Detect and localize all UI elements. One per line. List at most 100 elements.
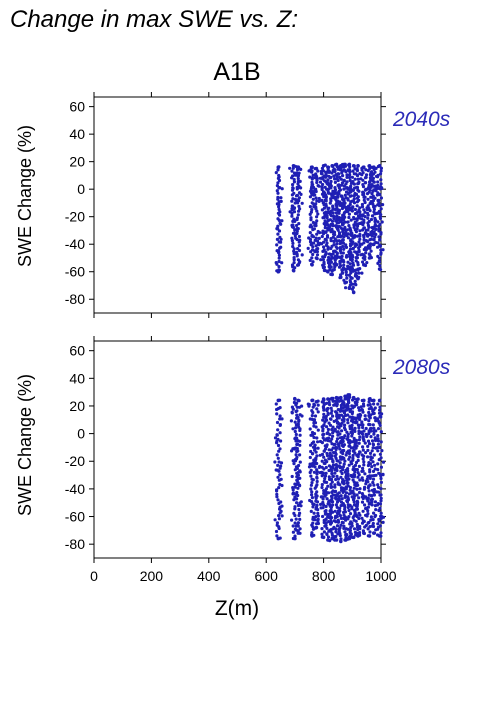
scatter-point <box>294 194 299 198</box>
scatter-point <box>379 430 383 434</box>
page-title: Change in max SWE vs. Z: <box>10 6 299 33</box>
scatter-point <box>313 446 317 451</box>
scatter-point <box>362 241 366 245</box>
scatter-point <box>372 487 376 492</box>
scatter-point <box>353 177 357 181</box>
scatter-point <box>334 489 338 493</box>
scatter-point <box>275 439 279 443</box>
scatter-point <box>290 239 294 243</box>
scatter-point <box>343 201 347 205</box>
scatter-point <box>352 492 356 496</box>
scatter-point <box>325 241 329 245</box>
scatter-point <box>329 468 333 472</box>
scatter-point <box>313 176 317 180</box>
scatter-point <box>311 260 315 264</box>
scatter-point <box>372 242 376 246</box>
scatter-point <box>290 207 294 211</box>
scatter-point <box>326 412 330 416</box>
scatter-point <box>335 205 339 209</box>
scatter-point <box>360 476 364 480</box>
scatter-point <box>324 414 328 419</box>
scatter-point <box>323 477 327 481</box>
scatter-point <box>316 410 320 414</box>
scatter-point <box>363 210 367 214</box>
scatter-point <box>351 282 355 286</box>
y-tick-label: -60 <box>65 509 85 525</box>
scatter-point <box>337 496 341 500</box>
scatter-point <box>373 416 377 420</box>
scatter-point <box>350 495 354 499</box>
scatter-point <box>296 439 300 443</box>
scatter-point <box>363 485 367 489</box>
scatter-points <box>274 162 385 295</box>
scatter-point <box>370 226 374 230</box>
scatter-point <box>290 199 294 203</box>
x-tick-label: 400 <box>197 568 221 584</box>
scatter-point <box>339 457 344 461</box>
scatter-point <box>293 201 297 205</box>
scatter-point <box>346 498 350 502</box>
scatter-point <box>370 439 375 443</box>
scatter-point <box>348 528 352 533</box>
scatter-point <box>296 263 301 267</box>
scatter-point <box>341 490 345 494</box>
scatter-point <box>293 266 297 270</box>
scatter-point <box>374 184 378 188</box>
scatter-point <box>376 241 380 245</box>
scatter-point <box>350 434 354 438</box>
scatter-point <box>276 224 280 228</box>
scatter-point <box>340 421 344 425</box>
scatter-point <box>361 178 365 182</box>
scatter-point <box>374 508 378 512</box>
scatter-point <box>364 175 368 179</box>
scatter-point <box>347 393 352 397</box>
scatter-point <box>298 238 302 242</box>
scatter-point <box>355 522 359 527</box>
scatter-point <box>329 465 333 469</box>
scatter-point <box>341 174 345 178</box>
scatter-point <box>322 248 326 252</box>
scatter-point <box>366 505 370 509</box>
scatter-point <box>335 207 339 211</box>
scatter-point <box>335 474 339 478</box>
scatter-point <box>298 527 302 531</box>
scatter-point <box>367 534 372 538</box>
scatter-point <box>342 524 346 528</box>
y-tick-label: 60 <box>69 99 85 115</box>
scatter-point <box>291 244 295 249</box>
scatter-point <box>338 506 342 510</box>
scatter-point <box>332 268 336 272</box>
scatter-point <box>359 423 364 427</box>
scatter-point <box>325 234 330 238</box>
y-tick-label: -60 <box>65 264 85 280</box>
scatter-point <box>358 478 362 482</box>
scatter-point <box>327 206 331 210</box>
scatter-point <box>374 473 378 477</box>
scatter-point <box>353 268 357 272</box>
scatter-point <box>296 398 301 403</box>
scatter-point <box>376 462 380 466</box>
scatter-point <box>352 404 357 408</box>
scatter-point <box>341 206 345 210</box>
scatter-point <box>273 460 277 464</box>
scatter-point <box>327 515 331 520</box>
scatter-point <box>379 496 383 500</box>
scatter-point <box>322 412 326 416</box>
scatter-point <box>372 426 376 430</box>
scatter-point <box>276 475 280 479</box>
scatter-point <box>273 518 277 522</box>
scatter-point <box>337 491 341 495</box>
scatter-point <box>346 467 350 471</box>
scatter-point <box>320 485 324 490</box>
scatter-point <box>329 179 333 184</box>
scatter-point <box>349 267 353 271</box>
scatter-point <box>292 231 296 235</box>
scatter-point <box>308 175 312 179</box>
scatter-point <box>332 239 336 243</box>
scatter-point <box>366 527 370 531</box>
scatter-point <box>311 517 315 521</box>
scatter-point <box>325 425 329 429</box>
scatter-point <box>316 514 320 518</box>
scatter-point <box>333 471 337 475</box>
y-tick-label: 20 <box>69 398 85 414</box>
